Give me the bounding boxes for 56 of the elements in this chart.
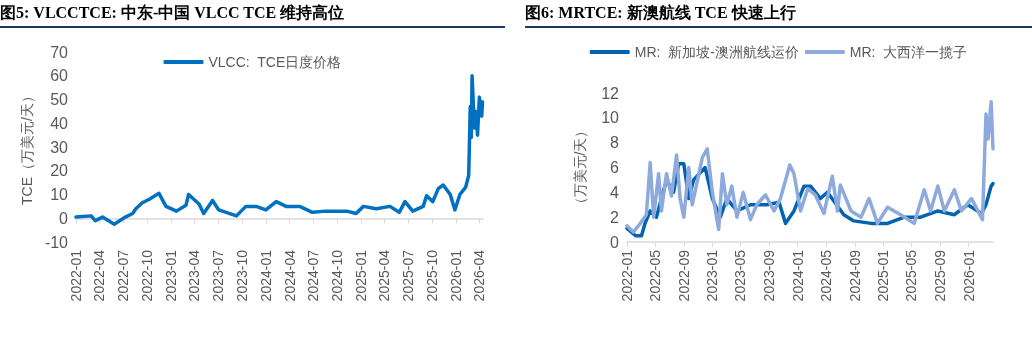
y-tick-label: 50 — [50, 91, 69, 108]
x-tick-label: 2022-05 — [647, 249, 664, 302]
chart-title: 图5: VLCCTCE: 中东-中国 VLCC TCE 维持高位 — [0, 0, 505, 28]
x-tick-label: 2025-01 — [875, 249, 892, 302]
x-tick-label: 2022-04 — [91, 249, 108, 302]
y-tick-label: 10 — [50, 186, 69, 203]
x-tick-label: 2022-01 — [68, 249, 84, 302]
x-tick-label: 2025-01 — [353, 249, 370, 302]
y-tick-label: 2 — [610, 208, 620, 226]
x-tick-label: 2025-04 — [376, 249, 393, 302]
x-tick-label: 2024-09 — [846, 249, 863, 302]
x-tick-label: 2024-01 — [789, 249, 806, 302]
x-tick-label: 2023-05 — [732, 249, 749, 302]
y-tick-label: 10 — [601, 109, 620, 127]
y-axis-title: TCE（万美元/天） — [18, 89, 35, 205]
x-tick-label: 2025-10 — [424, 249, 441, 302]
x-tick-label: 2025-05 — [903, 249, 920, 302]
x-tick-label: 2023-04 — [186, 249, 203, 302]
x-tick-label: 2024-05 — [818, 249, 835, 302]
x-tick-label: 2024-10 — [329, 249, 346, 302]
y-tick-label: 6 — [610, 159, 620, 176]
x-tick-label: 2025-09 — [932, 249, 949, 302]
y-tick-label: 8 — [610, 134, 620, 152]
x-tick-label: 2026-01 — [960, 249, 977, 302]
line-series — [74, 74, 485, 226]
y-axis-title: （万美元/天） — [572, 123, 588, 212]
x-tick-label: 2024-07 — [305, 249, 322, 302]
y-tick-label: 40 — [50, 114, 69, 132]
x-tick-label: 2024-01 — [257, 249, 274, 302]
y-tick-label: 70 — [50, 43, 69, 61]
x-tick-label: 2022-07 — [115, 249, 132, 302]
y-tick-label: -10 — [44, 233, 69, 251]
y-tick-label: 20 — [50, 162, 69, 180]
x-tick-label: 2025-07 — [400, 249, 417, 302]
line-series — [625, 99, 995, 234]
y-tick-label: 30 — [50, 138, 69, 156]
legend-label: MR: 新加坡-澳洲航线运价 — [634, 44, 799, 60]
x-tick-label: 2023-01 — [162, 249, 179, 302]
y-tick-label: 0 — [59, 209, 69, 227]
x-tick-label: 2022-01 — [619, 249, 635, 302]
y-tick-label: 0 — [610, 233, 620, 251]
x-tick-label: 2026-01 — [447, 249, 464, 302]
y-tick-label: 4 — [610, 183, 620, 201]
x-tick-label: 2024-04 — [281, 249, 298, 302]
x-tick-label: 2022-10 — [139, 249, 155, 302]
chart-title: 图6: MRTCE: 新澳航线 TCE 快速上行 — [525, 0, 1032, 28]
y-tick-label: 60 — [50, 67, 69, 85]
x-tick-label: 2023-10 — [233, 249, 250, 302]
legend-label: VLCC: TCE日度价格 — [208, 54, 342, 70]
x-tick-label: 2022-09 — [675, 249, 692, 302]
x-tick-label: 2023-09 — [761, 249, 778, 302]
legend-label: MR: 大西洋一揽子 — [849, 44, 968, 60]
y-tick-label: 12 — [601, 84, 620, 102]
x-tick-label: 2023-07 — [209, 249, 226, 302]
x-tick-label: 2026-04 — [471, 249, 488, 302]
x-tick-label: 2023-01 — [704, 249, 721, 302]
